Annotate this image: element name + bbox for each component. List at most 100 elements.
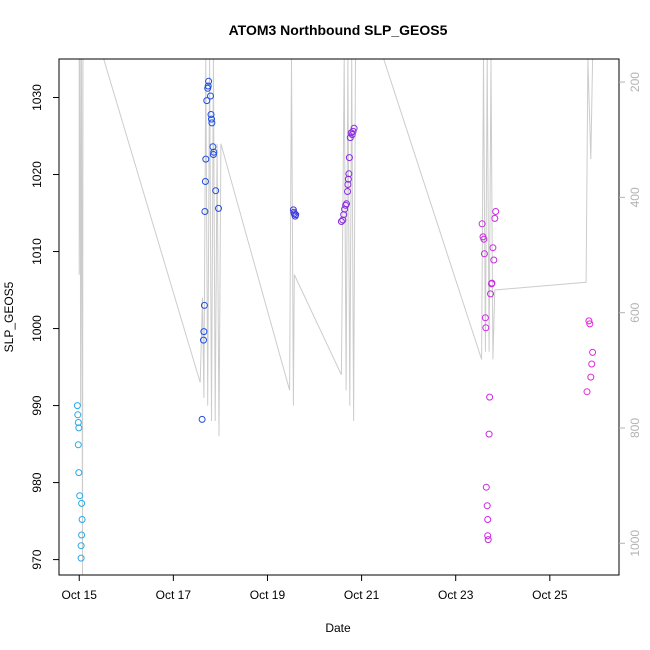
data-point [583, 388, 591, 396]
x-tick-label: Oct 23 [438, 588, 474, 602]
data-point [588, 360, 596, 368]
data-point [208, 119, 216, 127]
x-tick-label: Oct 19 [250, 588, 286, 602]
data-point [585, 317, 593, 325]
data-point [485, 430, 493, 438]
data-point [489, 244, 497, 252]
data-point [480, 250, 488, 258]
data-point [491, 214, 499, 222]
y-tick-label: 1000 [30, 315, 44, 342]
data-point [480, 235, 488, 243]
data-point [292, 211, 300, 219]
y-tick-label: 1020 [30, 161, 44, 188]
data-point [344, 181, 352, 188]
y-tick-label: 990 [30, 395, 44, 415]
x-axis-label: Date [325, 621, 351, 635]
data-point [202, 155, 210, 163]
data-point [492, 208, 500, 215]
right-tick-label: 400 [628, 187, 642, 207]
data-point [203, 97, 211, 105]
data-point [484, 536, 492, 544]
data-point [74, 441, 82, 449]
data-point [344, 188, 351, 195]
plot-frame [58, 58, 620, 576]
data-point [78, 516, 86, 523]
data-point [478, 220, 486, 228]
series-0 [73, 402, 86, 562]
x-tick-label: Oct 25 [532, 588, 568, 602]
data-point [73, 402, 81, 410]
data-point [337, 218, 345, 225]
background-trajectory-line [78, 59, 594, 575]
data-point [200, 301, 208, 309]
data-point [345, 154, 353, 162]
data-point [207, 111, 215, 118]
data-point [75, 424, 83, 432]
data-point [349, 127, 357, 135]
right-tick-label: 800 [628, 418, 642, 438]
y-tick-label: 980 [30, 472, 44, 492]
x-tick-label: Oct 17 [156, 588, 192, 602]
data-point [486, 393, 494, 401]
data-point [350, 124, 358, 132]
y-axis: 970 980 990 1000 1010 1020 1030 [30, 84, 59, 570]
data-point [208, 115, 215, 123]
right-tick-label: 200 [628, 72, 642, 92]
data-point [215, 204, 222, 212]
x-tick-label: Oct 15 [62, 588, 98, 602]
right-tick-label: 600 [628, 302, 642, 322]
x-axis: Oct 15 Oct 17 Oct 19 Oct 21 Oct 23 Oct 25 [62, 575, 568, 602]
data-point [482, 324, 490, 332]
chart-title: ATOM3 Northbound SLP_GEOS5 [229, 22, 448, 38]
data-point [484, 532, 492, 540]
data-point [200, 328, 208, 336]
data-point [207, 92, 214, 100]
data-point [201, 178, 209, 185]
data-point [201, 208, 209, 215]
series-3 [337, 124, 358, 225]
data-point [348, 131, 356, 138]
data-point [74, 411, 82, 419]
series-4 [478, 208, 500, 544]
data-point [75, 469, 83, 477]
data-point [343, 200, 350, 208]
data-point [488, 279, 496, 287]
series-5 [583, 317, 597, 396]
data-point [204, 82, 212, 90]
data-point [77, 554, 85, 562]
y-axis-label: SLP_GEOS5 [2, 281, 16, 352]
background-line-layer [78, 59, 594, 575]
data-point [74, 419, 82, 426]
data-point [345, 170, 353, 178]
data-point [78, 499, 86, 507]
data-point [589, 348, 597, 356]
data-point [212, 187, 220, 195]
data-point [210, 148, 218, 156]
data-point [344, 175, 352, 183]
y-tick-label: 1010 [30, 238, 44, 265]
data-point [483, 502, 491, 510]
data-point [200, 336, 207, 344]
data-point [198, 415, 206, 423]
points-layer [73, 77, 597, 562]
data-point [482, 483, 490, 491]
y-tick-label: 970 [30, 549, 44, 569]
series-1 [198, 77, 222, 423]
data-point [587, 373, 595, 381]
data-point [205, 77, 213, 85]
data-point [342, 201, 350, 209]
data-point [586, 320, 594, 328]
data-point [77, 542, 85, 550]
y-tick-label: 1030 [30, 84, 44, 111]
data-point [76, 492, 84, 500]
data-point [481, 314, 489, 322]
data-point [78, 531, 86, 539]
data-point [484, 516, 492, 523]
series-2 [289, 206, 300, 220]
data-point [490, 256, 498, 264]
x-tick-label: Oct 21 [344, 588, 380, 602]
right-axis: 200 400 600 800 1000 [619, 72, 642, 557]
data-point [487, 290, 494, 298]
right-tick-label: 1000 [628, 530, 642, 557]
